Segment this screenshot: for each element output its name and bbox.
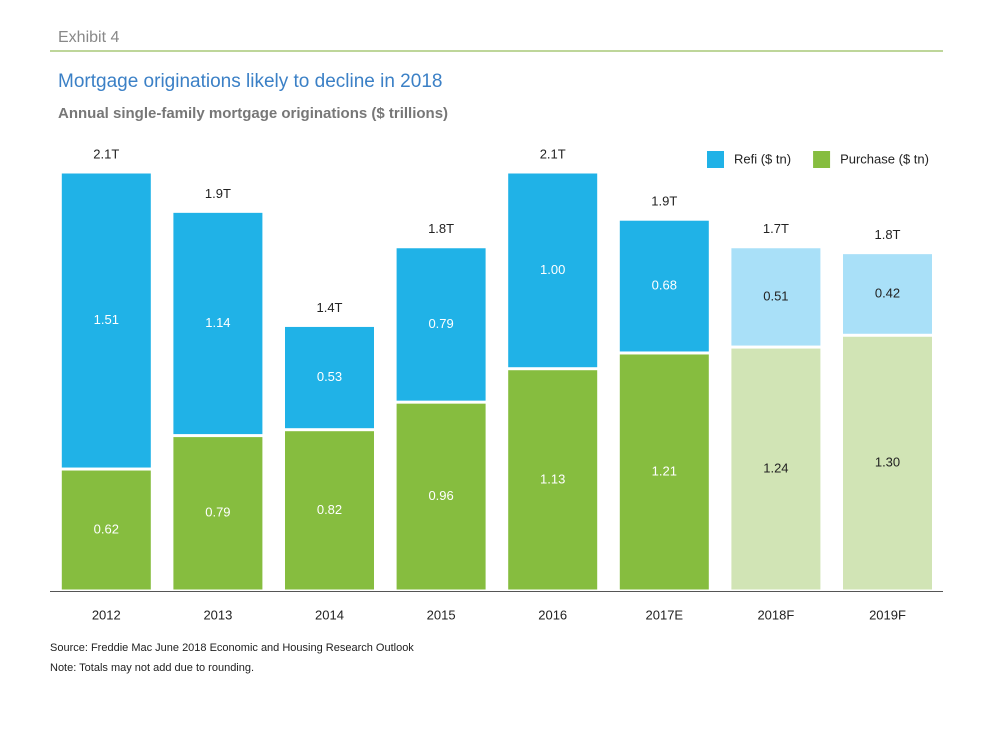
x-tick-label: 2018F (757, 607, 794, 622)
value-label: 0.62 (94, 521, 119, 536)
bar-segment (508, 173, 598, 368)
total-label: 1.7T (763, 221, 789, 236)
x-tick-label: 2016 (538, 607, 567, 622)
value-label: 1.14 (205, 315, 230, 330)
bar-segment (619, 354, 709, 590)
value-label: 0.79 (428, 316, 453, 331)
value-label: 0.53 (317, 369, 342, 384)
value-label: 0.51 (763, 288, 788, 303)
bar-segment (61, 173, 151, 468)
value-label: 0.79 (205, 505, 230, 520)
total-label: 1.8T (428, 221, 454, 236)
bar-segment (396, 403, 486, 590)
exhibit-label: Exhibit 4 (58, 29, 119, 46)
value-label: 0.68 (652, 278, 677, 293)
value-label: 1.30 (875, 455, 900, 470)
bar-segment (508, 370, 598, 590)
value-label: 0.96 (428, 488, 453, 503)
x-tick-label: 2012 (92, 607, 121, 622)
value-label: 1.51 (94, 312, 119, 327)
total-label: 1.9T (651, 194, 677, 209)
legend-label: Refi ($ tn) (734, 151, 791, 166)
total-label: 1.4T (316, 300, 342, 315)
value-label: 0.82 (317, 502, 342, 517)
bar-segment (619, 220, 709, 352)
bar-segment (396, 248, 486, 401)
legend-swatch (707, 151, 724, 168)
bar-segment (173, 212, 263, 435)
value-label: 1.21 (652, 463, 677, 478)
bar-segment (731, 248, 821, 346)
value-label: 1.00 (540, 262, 565, 277)
source: Source: Freddie Mac June 2018 Economic a… (50, 642, 414, 654)
bar-segment (285, 326, 374, 429)
bar-segment (285, 431, 374, 590)
chart-title: Mortgage originations likely to decline … (58, 71, 442, 92)
x-tick-label: 2014 (315, 607, 344, 622)
chart-subtitle: Annual single-family mortgage originatio… (58, 105, 448, 122)
value-label: 1.13 (540, 471, 565, 486)
bar-segment (843, 254, 932, 334)
bar-segment (173, 437, 263, 590)
value-label: 0.42 (875, 285, 900, 300)
x-tick-label: 2015 (427, 607, 456, 622)
legend-swatch (813, 151, 831, 168)
legend-label: Purchase ($ tn) (840, 151, 929, 166)
total-label: 1.9T (205, 186, 231, 201)
x-tick-label: 2017E (646, 607, 684, 622)
bar-segment (843, 336, 932, 590)
total-label: 2.1T (93, 146, 119, 161)
value-label: 1.24 (763, 460, 788, 475)
total-label: 1.8T (874, 227, 900, 242)
bar-segment (61, 470, 151, 590)
x-tick-label: 2019F (869, 607, 906, 622)
bar-segment (731, 348, 821, 590)
x-tick-label: 2013 (203, 607, 232, 622)
note: Note: Totals may not add due to rounding… (50, 662, 254, 674)
total-label: 2.1T (540, 146, 566, 161)
